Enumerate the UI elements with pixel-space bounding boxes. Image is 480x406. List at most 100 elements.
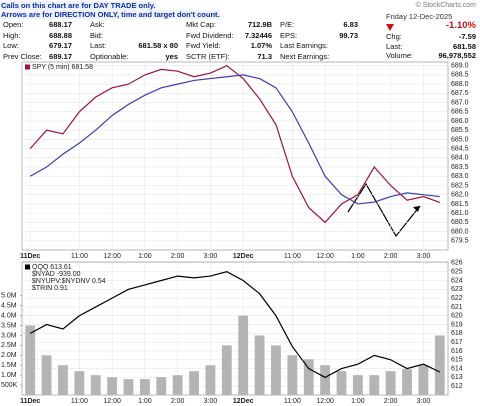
x-tick-label: 11:00 (71, 398, 88, 405)
quote-label: EPS: (280, 30, 298, 40)
volume-bar (418, 365, 429, 395)
x-tick-label: 2:00 (384, 253, 398, 260)
x-tick-label: 3:00 (204, 398, 218, 405)
x-tick-label: 11Dec (20, 398, 40, 405)
y-tick-label: 615 (451, 357, 463, 364)
y-tick-label: 683.5 (451, 164, 469, 171)
volume-bar (303, 359, 314, 395)
y-tick-label: 680.5 (451, 219, 469, 226)
x-tick-label: 11:00 (71, 253, 88, 260)
x-tick-label: 2:00 (171, 398, 185, 405)
volume-bar (25, 325, 36, 395)
summary-value: 96,978,552 (438, 51, 476, 60)
x-tick-label: 12:00 (316, 398, 334, 405)
x-tick-label: 12:00 (316, 253, 334, 260)
quote-value: 99.73 (339, 30, 358, 40)
quote-label: Last: (90, 41, 107, 50)
y2-tick-label: 3.0M (1, 332, 17, 339)
volume-bar (402, 369, 412, 395)
volume-bar (107, 377, 118, 395)
y-tick-label: 683.0 (451, 173, 469, 180)
volume-bar (58, 365, 68, 395)
quote-label: Optionable: (90, 51, 129, 61)
quote-label: Bid: (90, 30, 103, 40)
y2-tick-label: 5.0M (1, 293, 17, 300)
date: Friday 12-Dec-2025 (386, 12, 453, 21)
arrow-head (413, 206, 420, 212)
y-tick-label: 682.0 (451, 192, 469, 199)
summary-label: Volume: (386, 51, 414, 60)
y-tick-label: 616 (451, 348, 463, 355)
volume-bar (336, 371, 347, 395)
y2-tick-label: 3.5M (1, 322, 17, 329)
quote-label: Open: (3, 20, 24, 29)
quote-label: Last Earnings: (280, 41, 328, 50)
quote-label: Fwd Dividend: (186, 30, 234, 40)
x-tick-label: 12:00 (103, 253, 121, 260)
y2-tick-label: 1.5M (1, 362, 17, 369)
direction-arrow (347, 182, 421, 238)
y-tick-label: 688.5 (451, 72, 469, 79)
copyright: © StockCharts.com (415, 2, 476, 9)
volume-bar (238, 315, 249, 395)
y-tick-label: 620 (451, 313, 463, 320)
y-tick-label: 626 (451, 260, 463, 267)
quote-value: 688.88 (49, 30, 72, 40)
quote-value: 679.17 (49, 41, 72, 50)
y-tick-label: 689.0 (451, 63, 469, 70)
x-tick-label: 3:00 (204, 253, 218, 260)
y-tick-label: 685.0 (451, 136, 469, 143)
quote-label: P/E: (280, 20, 295, 29)
x-tick-label: 1:00 (351, 253, 365, 260)
volume-bar (41, 355, 52, 395)
volume-bar (123, 379, 134, 395)
quote-label: Fwd Yield: (186, 41, 221, 50)
down-triangle (386, 24, 394, 31)
quote-label: Low: (3, 41, 19, 50)
quote-label: Ask: (90, 20, 105, 29)
quote-label: Mkt Cap: (186, 20, 217, 29)
y-tick-label: 621 (451, 304, 463, 311)
y-tick-label: 686.5 (451, 109, 469, 116)
quote-value: 689.17 (49, 51, 72, 61)
legend-entry: $TRIN 0.91 (32, 285, 68, 292)
price-line (29, 64, 441, 224)
y2-tick-label: 1.0M (1, 372, 17, 379)
volume-bar (156, 377, 167, 395)
y-tick-label: 612 (451, 383, 463, 390)
summary-value: 681.58 (453, 41, 476, 51)
quote-label: Next Earnings: (280, 51, 330, 61)
quote-value: 7.32446 (244, 30, 272, 40)
y-tick-label: 688.0 (451, 81, 469, 88)
volume-bar (139, 379, 150, 395)
volume-bar (172, 375, 183, 395)
quote-value: 681.58 x 80 (138, 41, 178, 50)
legend-entry: QQQ 613.61 (32, 264, 72, 271)
note: Arrows are for DIRECTION ONLY, time and … (1, 10, 220, 19)
y-tick-label: 614 (451, 365, 463, 372)
x-tick-label: 3:00 (417, 253, 431, 260)
legend-swatch (25, 264, 30, 270)
x-tick-label: 11:00 (284, 253, 301, 260)
y-tick-label: 684.0 (451, 155, 469, 162)
y-tick-label: 687.5 (451, 90, 469, 97)
volume-bar (90, 375, 101, 395)
y-tick-label: 681.0 (451, 210, 469, 217)
x-tick-label: 3:00 (417, 398, 431, 405)
quote-value: 6.83 (343, 20, 358, 29)
y-tick-label: 684.5 (451, 145, 469, 152)
legend-entry: $NYAD -939.00 (32, 271, 81, 278)
y-tick-label: 625 (451, 269, 463, 276)
y-tick-label: 681.5 (451, 201, 469, 208)
x-tick-label: 2:00 (384, 398, 398, 405)
quote-value: yes (165, 51, 178, 61)
y-tick-label: 679.5 (451, 238, 469, 245)
quote-value: 1.07% (250, 41, 272, 50)
y2-tick-label: 4.5M (1, 303, 17, 310)
y-tick-label: 617 (451, 339, 463, 346)
note: Calls on this chart are for DAY TRADE on… (1, 1, 156, 10)
y-tick-label: 686.0 (451, 118, 469, 125)
quote-value: 712.9B (247, 20, 272, 29)
y-tick-label: 680.0 (451, 228, 469, 235)
